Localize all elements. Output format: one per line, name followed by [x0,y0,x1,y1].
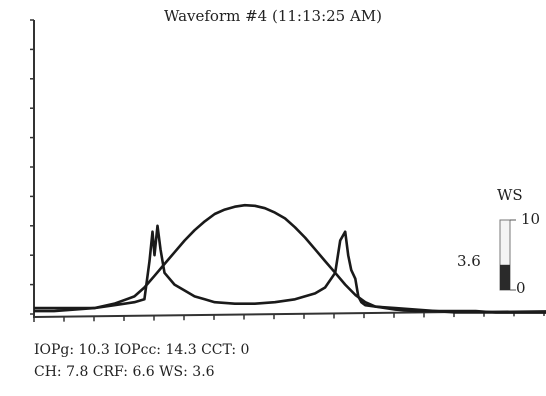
ws-scale-value-label: 3.6 [457,252,481,270]
series-line-2 [34,203,546,314]
ws-scale-fill [500,264,510,290]
readout-line-2: CH: 7.8 CRF: 6.6 WS: 3.6 [34,364,215,380]
ws-scale-bar [499,219,516,291]
readout-line-1: IOPg: 10.3 IOPcc: 14.3 CCT: 0 [34,342,250,358]
ws-scale-label: WS [497,186,523,204]
chart-axes [30,19,546,322]
series-line-1 [34,224,546,314]
ws-scale-min-label: 0 [516,279,526,297]
chart-series [34,203,546,314]
chart-title: Waveform #4 (11:13:25 AM) [163,7,383,25]
ws-scale-max-label: 10 [521,210,541,228]
